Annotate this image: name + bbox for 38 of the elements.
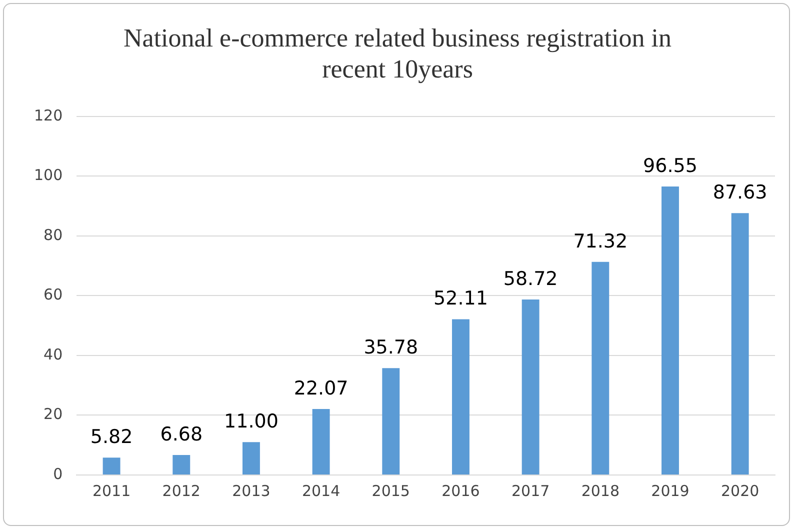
bar [731,213,749,474]
y-tick-label: 0 [53,464,63,483]
y-tick-label: 120 [34,106,63,124]
data-label: 52.11 [434,288,488,310]
data-label: 58.72 [503,268,558,290]
y-tick-label: 80 [44,226,63,244]
x-tick-label: 2019 [651,482,690,500]
data-label: 22.07 [294,377,348,400]
y-tick-label: 20 [44,405,63,424]
data-label: 6.68 [160,423,203,446]
x-tick-label: 2012 [162,482,200,500]
x-tick-label: 2020 [720,482,760,500]
x-tick-label: 2011 [92,482,131,500]
bar [102,458,120,474]
data-label: 5.82 [90,426,133,448]
y-tick-label: 100 [34,166,63,184]
bar [662,186,679,474]
data-label: 71.32 [573,230,628,252]
bar [242,442,260,474]
data-label: 96.55 [643,154,698,177]
data-label: 35.78 [364,336,418,359]
y-tick-label: 60 [44,286,63,304]
bar [312,409,330,474]
x-tick-label: 2014 [302,482,340,500]
y-tick-label: 40 [44,345,63,364]
x-tick-label: 2016 [442,482,480,500]
bar [172,455,190,474]
data-label: 11.00 [224,410,278,433]
bar [382,368,400,474]
x-tick-label: 2017 [511,482,550,500]
bar [592,262,610,474]
x-tick-label: 2018 [581,482,620,500]
data-label: 87.63 [712,182,768,204]
x-tick-label: 2013 [232,482,270,500]
chart-title: National e-commerce related business registration in recent 10years [124,23,672,84]
x-tick-label: 2015 [372,482,410,500]
bar [522,300,540,474]
bar [452,319,470,474]
